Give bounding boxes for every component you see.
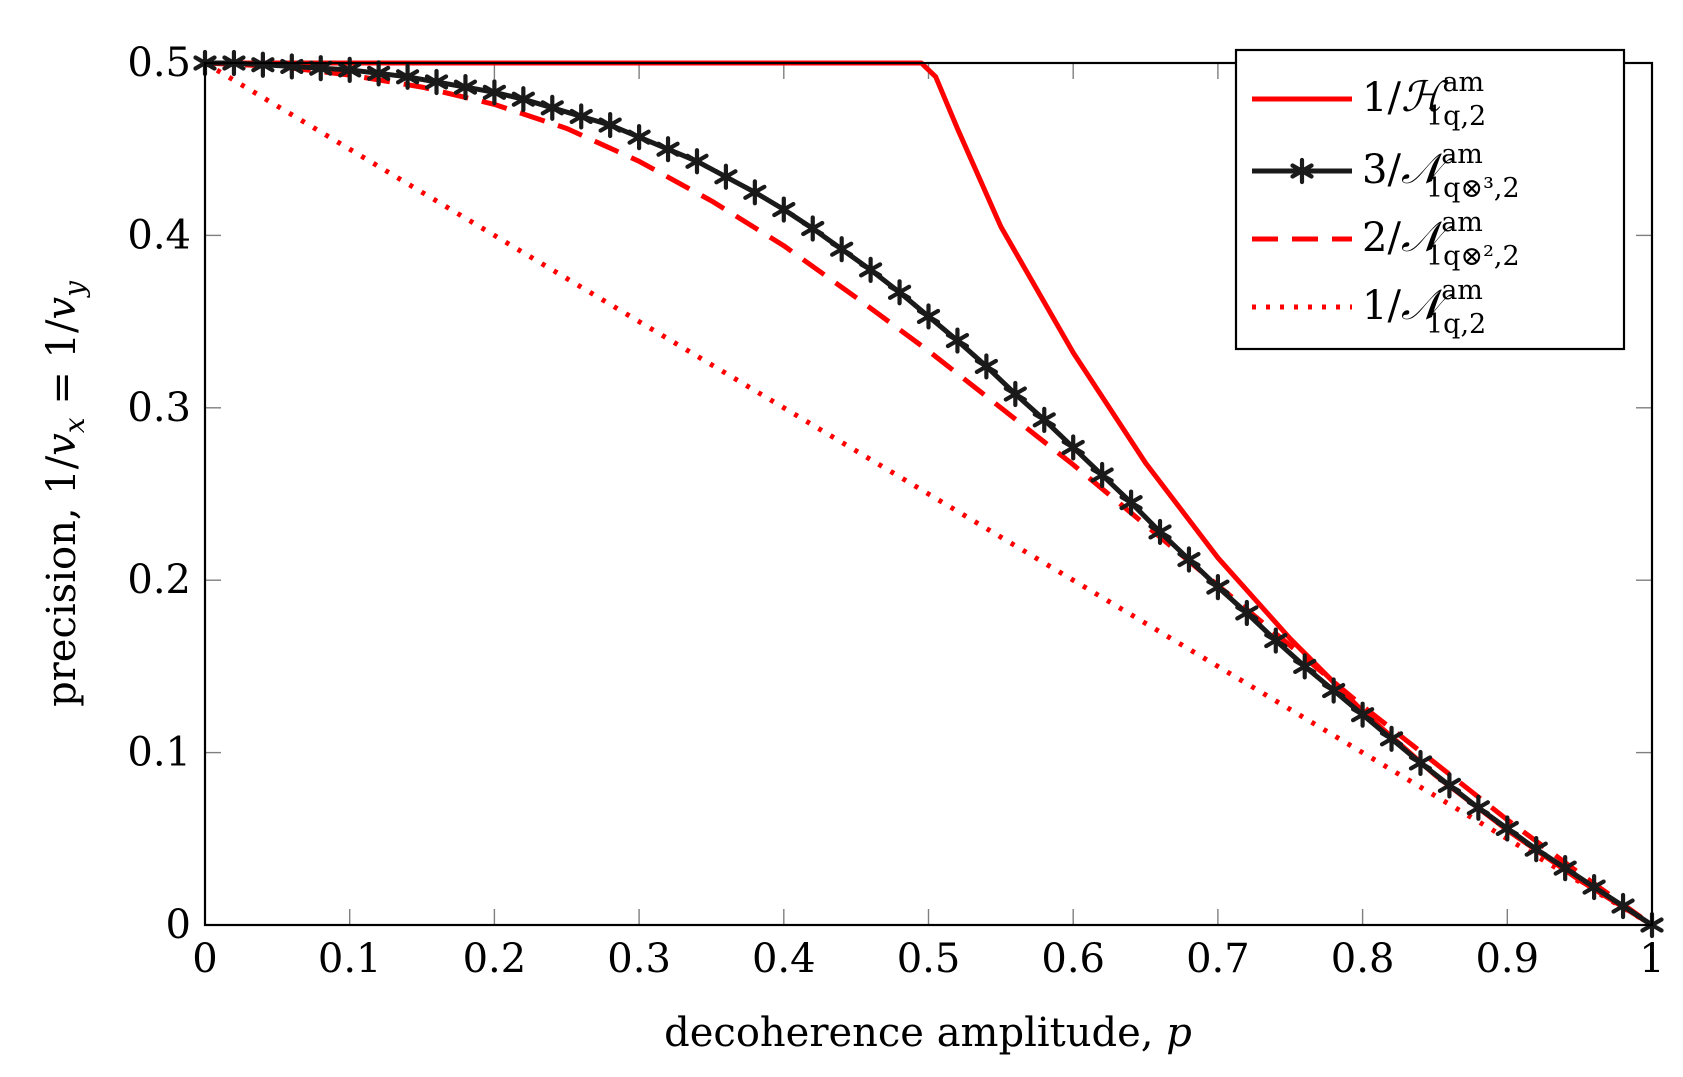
legend-entry-0: 1/ℋam 1q,2: [1252, 67, 1486, 132]
series-layer: [193, 49, 1664, 939]
legend-entry-1: 3/𝒩am 1q⊗³,2: [1252, 139, 1520, 204]
series-marker: [685, 148, 709, 175]
x-tick-label: 0.7: [1186, 936, 1250, 982]
series-marker: [627, 124, 651, 151]
legend-label: 3/𝒩am 1q⊗³,2: [1362, 139, 1520, 204]
x-tick-label: 1: [1639, 936, 1664, 982]
x-tick-label: 0.8: [1331, 936, 1395, 982]
series-marker: [1350, 701, 1375, 728]
series-marker: [1206, 573, 1230, 601]
series-marker: [1293, 653, 1317, 680]
series-marker: [945, 327, 970, 354]
series-marker: [453, 74, 478, 101]
x-tick-label: 0.4: [752, 936, 816, 982]
series-marker: [309, 55, 333, 82]
series-marker: [540, 94, 564, 121]
series-marker: [974, 353, 999, 380]
series-marker: [367, 60, 391, 87]
legend-entry-2: 2/𝒩am 1q⊗²,2: [1252, 207, 1520, 272]
y-tick-label: 0.1: [127, 730, 191, 776]
y-tick-label: 0.3: [127, 385, 191, 431]
y-tick-label: 0.2: [127, 557, 191, 603]
series-marker: [395, 63, 420, 90]
x-tick-label: 0.2: [463, 936, 527, 982]
series-marker: [1582, 873, 1606, 901]
series-marker: [424, 68, 449, 96]
series-marker: [743, 179, 767, 206]
series-line-3: [203, 60, 1654, 928]
series-marker: [887, 279, 912, 306]
series-marker: [1322, 677, 1346, 704]
legend-label: 1/ℋam 1q,2: [1362, 67, 1486, 132]
y-tick-label: 0.5: [127, 40, 191, 86]
series-marker: [801, 215, 825, 242]
series-marker: [1553, 855, 1577, 882]
series-marker: [1408, 749, 1433, 777]
x-tick-label: 0: [192, 936, 217, 982]
legend: 1/ℋam 1q,2 3/𝒩am 1q⊗³,22/𝒩am 1q⊗²,21/𝒩am 1q,2: [1234, 48, 1626, 351]
y-axis-label: precision, 1/vx = 1/vy: [39, 280, 91, 707]
x-tick-label: 0.5: [897, 936, 961, 982]
y-tick-labels: 0 0.1 0.2 0.3 0.4 0.5: [127, 40, 191, 948]
series-marker: [916, 303, 941, 330]
series-marker: [1466, 794, 1490, 821]
series-marker: [1003, 380, 1027, 408]
x-tick-label: 0.3: [607, 936, 671, 982]
plot-frame: [203, 61, 1654, 927]
series-marker: [1235, 599, 1259, 627]
x-tick-label: 0.1: [318, 936, 382, 982]
series-marker: [1061, 434, 1085, 461]
y-tick-label: 0: [166, 902, 191, 948]
x-tick-label: 0.6: [1041, 936, 1105, 982]
series-marker: [511, 86, 535, 113]
series-marker: [1032, 406, 1056, 433]
x-tick-label: 0.9: [1475, 936, 1539, 982]
series-marker: [569, 103, 593, 130]
series-marker: [1524, 836, 1548, 863]
y-tick-label: 0.4: [127, 212, 191, 258]
legend-label: 2/𝒩am 1q⊗²,2: [1362, 207, 1520, 272]
series-marker: [714, 163, 738, 190]
series-marker: [1379, 725, 1404, 752]
series-marker: [251, 51, 275, 78]
series-marker: [830, 236, 854, 263]
series-marker: [598, 111, 622, 139]
series-marker: [1264, 627, 1288, 654]
series-line-2: [204, 60, 1654, 928]
legend-entry-3: 1/𝒩am 1q,2: [1252, 275, 1486, 340]
series-marker: [1148, 518, 1172, 546]
series-marker: [1495, 815, 1519, 842]
series-marker: [1611, 892, 1635, 920]
series-marker: [1090, 461, 1114, 489]
legend-swatch-marker: [1290, 157, 1314, 185]
series-marker: [772, 196, 796, 223]
series-marker: [656, 136, 680, 163]
series-marker: [1437, 772, 1462, 799]
legend-label: 1/𝒩am 1q,2: [1362, 275, 1486, 340]
series-marker: [1177, 546, 1201, 573]
series-marker: [858, 256, 883, 283]
series-marker: [482, 79, 507, 106]
x-axis-label: decoherence amplitude, p: [664, 1010, 1192, 1056]
series-marker: [1119, 489, 1143, 516]
x-tick-labels: 0 0.1 0.2 0.3 0.4 0.5 0.6 0.7 0.8 0.9 1: [192, 936, 1664, 982]
